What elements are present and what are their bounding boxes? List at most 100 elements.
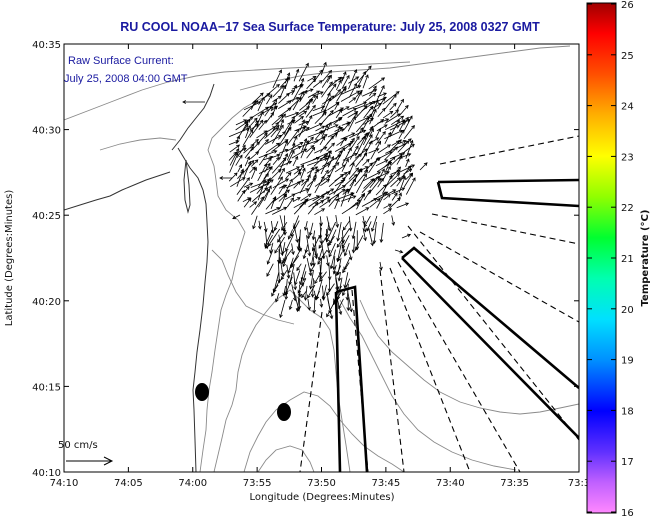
current-vector: [298, 242, 303, 252]
current-vector: [349, 145, 359, 160]
current-vector: [319, 124, 339, 133]
x-tick-label: 73:45: [371, 478, 400, 489]
current-vector: [398, 139, 407, 145]
current-vector: [302, 250, 307, 260]
current-vector: [351, 221, 357, 240]
current-vector: [327, 298, 334, 320]
current-vector: [249, 123, 260, 131]
current-vector: [401, 233, 412, 239]
current-vector: [348, 199, 361, 210]
current-vector: [405, 139, 414, 159]
current-vector: [293, 272, 298, 291]
current-vector: [319, 271, 327, 282]
current-vector: [312, 235, 321, 252]
current-vector: [382, 110, 394, 119]
current-vector: [354, 148, 368, 159]
current-vector: [279, 299, 286, 319]
annotation-line-2: July 25, 2008 04:00 GMT: [64, 73, 188, 85]
y-tick-label: 40:25: [32, 211, 61, 222]
current-vector: [315, 125, 326, 132]
x-tick-label: 74:10: [50, 478, 79, 489]
current-vector: [265, 102, 278, 110]
current-vector: [301, 290, 308, 299]
current-vector: [280, 270, 288, 281]
current-vector: [314, 91, 324, 96]
current-vector: [368, 77, 386, 90]
current-vector: [264, 185, 272, 202]
current-vector: [251, 166, 257, 179]
current-vector: [361, 140, 373, 161]
current-vector: [242, 123, 249, 132]
current-vector: [264, 157, 272, 167]
current-vector: [314, 208, 326, 216]
depth-contour-3: [243, 391, 405, 472]
current-vector: [298, 125, 306, 138]
current-vector: [419, 162, 428, 171]
current-vector: [284, 119, 295, 137]
current-vector: [286, 179, 305, 189]
current-vector: [277, 113, 286, 124]
current-vector: [372, 221, 377, 245]
current-vector: [405, 177, 416, 195]
current-vector: [349, 82, 357, 98]
current-vector: [236, 168, 245, 187]
current-vector: [219, 176, 232, 180]
current-vector: [264, 83, 280, 98]
current-vector: [322, 69, 333, 82]
current-vector: [342, 278, 351, 297]
current-vector: [369, 108, 377, 125]
current-vector: [288, 299, 293, 311]
current-vector: [249, 201, 258, 208]
current-vector: [298, 164, 304, 175]
current-vector: [312, 191, 331, 202]
current-vector: [355, 167, 362, 180]
current-vector: [321, 196, 331, 202]
current-vector: [286, 141, 304, 152]
current-vector: [229, 147, 240, 166]
current-vector: [270, 127, 279, 138]
current-vector: [306, 235, 312, 257]
current-vector: [396, 98, 404, 111]
current-vector: [382, 91, 400, 105]
current-vector: [284, 178, 293, 195]
current-vector: [319, 298, 324, 308]
current-vector: [357, 70, 366, 89]
current-vector: [384, 172, 401, 188]
current-vector: [403, 172, 414, 188]
current-vector: [342, 122, 350, 131]
current-vector: [398, 175, 406, 194]
current-vector: [369, 175, 380, 189]
current-vector: [403, 116, 409, 126]
current-vector: [377, 177, 384, 188]
current-vector: [293, 168, 301, 175]
current-vector: [349, 129, 367, 139]
colorbar-tick-label: 22: [621, 203, 634, 214]
current-vector: [244, 156, 250, 167]
current-vector: [326, 150, 332, 160]
current-vector: [290, 220, 300, 237]
current-vector: [368, 156, 380, 174]
current-vector: [362, 227, 367, 242]
current-vector: [291, 84, 297, 96]
current-vector: [232, 214, 241, 220]
current-vector: [281, 249, 293, 264]
bay-shoreline: [64, 171, 171, 211]
current-vector: [308, 195, 325, 208]
current-vector: [341, 158, 349, 172]
current-vector: [325, 221, 336, 243]
current-vector: [375, 127, 381, 139]
current-vector: [328, 188, 346, 201]
current-vector: [258, 153, 268, 166]
x-tick-label: 74:05: [114, 478, 143, 489]
current-vector: [293, 201, 307, 215]
current-vector: [389, 139, 402, 153]
current-vector: [256, 110, 264, 125]
current-vector: [263, 221, 268, 233]
current-vector: [308, 222, 314, 237]
current-vector: [335, 125, 341, 138]
current-vector: [383, 208, 392, 215]
current-vector: [375, 159, 389, 167]
colorbar-tick-label: 16: [621, 508, 634, 518]
current-vector: [403, 138, 412, 146]
current-vector: [291, 145, 302, 152]
